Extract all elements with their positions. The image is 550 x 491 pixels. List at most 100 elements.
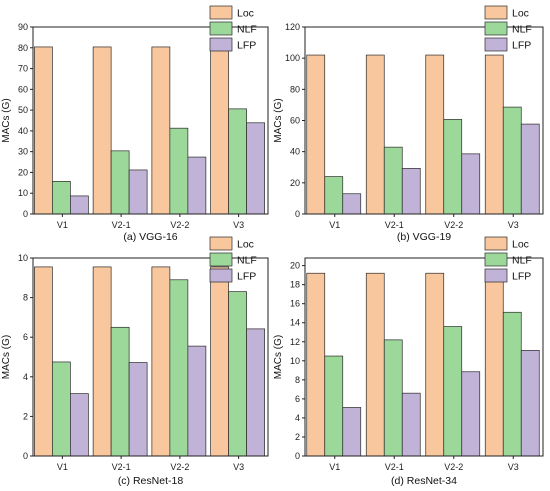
bar-loc-v3 bbox=[484, 272, 504, 457]
panel-caption: (d) ResNet-34 bbox=[391, 475, 457, 487]
x-tick-label: V3 bbox=[508, 220, 519, 230]
legend-swatch-loc bbox=[209, 5, 233, 20]
legend-swatch-nlf bbox=[484, 21, 508, 36]
legend-swatch-lfp bbox=[484, 268, 508, 283]
y-tick-label: 30 bbox=[18, 147, 28, 157]
bar-loc-v2-2 bbox=[151, 46, 171, 215]
bar-lfp-v1 bbox=[342, 193, 362, 215]
plot-frame bbox=[32, 26, 269, 215]
legend-swatch-loc bbox=[209, 236, 233, 251]
bar-loc-v2-1 bbox=[92, 46, 112, 215]
bar-loc-v2-1 bbox=[365, 272, 385, 457]
legend-label-nlf: NLF bbox=[237, 24, 257, 36]
legend-label-lfp: LFP bbox=[237, 40, 256, 52]
bar-loc-v2-2 bbox=[151, 266, 171, 457]
legend-swatch-lfp bbox=[209, 37, 233, 52]
x-tick-label: V2-2 bbox=[170, 220, 189, 230]
legend-swatch-nlf bbox=[484, 252, 508, 267]
y-tick-label: 60 bbox=[290, 116, 300, 126]
bar-lfp-v2-1 bbox=[128, 169, 148, 215]
bar-lfp-v3 bbox=[520, 123, 540, 215]
x-tick-label: V2-2 bbox=[444, 220, 463, 230]
x-tick-label: V2-2 bbox=[170, 462, 189, 472]
bar-nlf-v3 bbox=[228, 108, 247, 215]
legend-label-nlf: NLF bbox=[512, 24, 532, 36]
bar-nlf-v2-1 bbox=[383, 339, 403, 457]
bar-lfp-v1 bbox=[342, 407, 362, 457]
x-tick-label: V2-1 bbox=[112, 462, 131, 472]
y-tick-label: 12 bbox=[290, 337, 300, 347]
legend: Loc NLF LFP bbox=[484, 236, 532, 283]
y-tick-label: 120 bbox=[285, 22, 300, 32]
y-tick-label: 6 bbox=[23, 332, 28, 342]
y-axis-title: MACs (G) bbox=[1, 98, 12, 142]
y-tick-label: 50 bbox=[18, 105, 28, 115]
y-tick-label: 20 bbox=[18, 167, 28, 177]
chart-panel-1: 0 20 40 60 80 100 120 V1 V2-1 V2-2 V3 MACs (G) (b) V… bbox=[273, 5, 544, 243]
bar-loc-v1 bbox=[306, 54, 326, 215]
bar-nlf-v2-1 bbox=[383, 146, 403, 215]
panel-caption: (a) VGG-16 bbox=[123, 231, 177, 243]
bar-nlf-v1 bbox=[324, 355, 344, 457]
chart-panel-2: 0 2 4 6 8 10 V1 V2-1 V2-2 V3 MACs (G) (c) ResNet-18… bbox=[1, 236, 269, 487]
y-tick-label: 4 bbox=[23, 372, 28, 382]
y-axis-title: MACs (G) bbox=[273, 335, 284, 379]
bar-nlf-v1 bbox=[52, 361, 71, 457]
legend-label-nlf: NLF bbox=[237, 255, 257, 267]
legend-swatch-nlf bbox=[209, 252, 233, 267]
y-tick-label: 10 bbox=[290, 356, 300, 366]
bar-loc-v1 bbox=[34, 266, 53, 457]
y-tick-label: 16 bbox=[290, 299, 300, 309]
y-tick-label: 10 bbox=[18, 253, 28, 263]
bar-nlf-v1 bbox=[324, 176, 344, 215]
y-tick-label: 2 bbox=[23, 411, 28, 421]
bar-nlf-v2-2 bbox=[169, 127, 189, 215]
legend-label-loc: Loc bbox=[237, 239, 254, 251]
bar-nlf-v2-1 bbox=[110, 326, 130, 457]
bar-loc-v2-2 bbox=[425, 272, 445, 457]
plot-frame bbox=[32, 257, 269, 457]
y-axis-title: MACs (G) bbox=[273, 98, 284, 142]
x-tick-label: V2-1 bbox=[385, 462, 404, 472]
x-tick-label: V3 bbox=[508, 462, 519, 472]
legend-label-loc: Loc bbox=[512, 239, 529, 251]
y-tick-label: 100 bbox=[285, 53, 300, 63]
y-tick-label: 0 bbox=[23, 451, 28, 461]
y-tick-label: 14 bbox=[290, 318, 300, 328]
bar-lfp-v3 bbox=[246, 328, 265, 457]
x-tick-label: V2-1 bbox=[112, 220, 131, 230]
legend-label-loc: Loc bbox=[512, 8, 529, 20]
y-tick-label: 8 bbox=[23, 293, 28, 303]
x-tick-label: V3 bbox=[233, 462, 244, 472]
y-tick-label: 2 bbox=[295, 432, 300, 442]
legend: Loc NLF LFP bbox=[209, 5, 257, 52]
x-tick-label: V1 bbox=[57, 220, 68, 230]
bar-nlf-v3 bbox=[228, 291, 247, 457]
bar-nlf-v2-2 bbox=[443, 119, 463, 215]
bar-nlf-v1 bbox=[52, 181, 71, 215]
panel-caption: (b) VGG-19 bbox=[397, 231, 451, 243]
legend-label-loc: Loc bbox=[237, 8, 254, 20]
bar-lfp-v3 bbox=[520, 349, 540, 457]
y-tick-label: 20 bbox=[290, 261, 300, 271]
y-tick-label: 80 bbox=[18, 43, 28, 53]
bar-nlf-v2-1 bbox=[110, 150, 130, 215]
legend-swatch-lfp bbox=[209, 268, 233, 283]
y-tick-label: 0 bbox=[295, 451, 300, 461]
bar-loc-v3 bbox=[210, 46, 229, 215]
x-tick-label: V2-2 bbox=[444, 462, 463, 472]
bar-loc-v2-1 bbox=[365, 54, 385, 215]
legend-swatch-lfp bbox=[484, 37, 508, 52]
bar-loc-v1 bbox=[306, 272, 326, 457]
y-tick-label: 20 bbox=[290, 178, 300, 188]
x-tick-label: V1 bbox=[329, 462, 340, 472]
bar-lfp-v2-1 bbox=[401, 167, 421, 215]
y-tick-label: 80 bbox=[290, 84, 300, 94]
y-tick-label: 0 bbox=[23, 209, 28, 219]
legend-label-lfp: LFP bbox=[512, 271, 531, 283]
legend: Loc NLF LFP bbox=[209, 236, 257, 283]
legend: Loc NLF LFP bbox=[484, 5, 532, 52]
y-tick-label: 18 bbox=[290, 280, 300, 290]
legend-label-nlf: NLF bbox=[512, 255, 532, 267]
x-tick-label: V1 bbox=[57, 462, 68, 472]
